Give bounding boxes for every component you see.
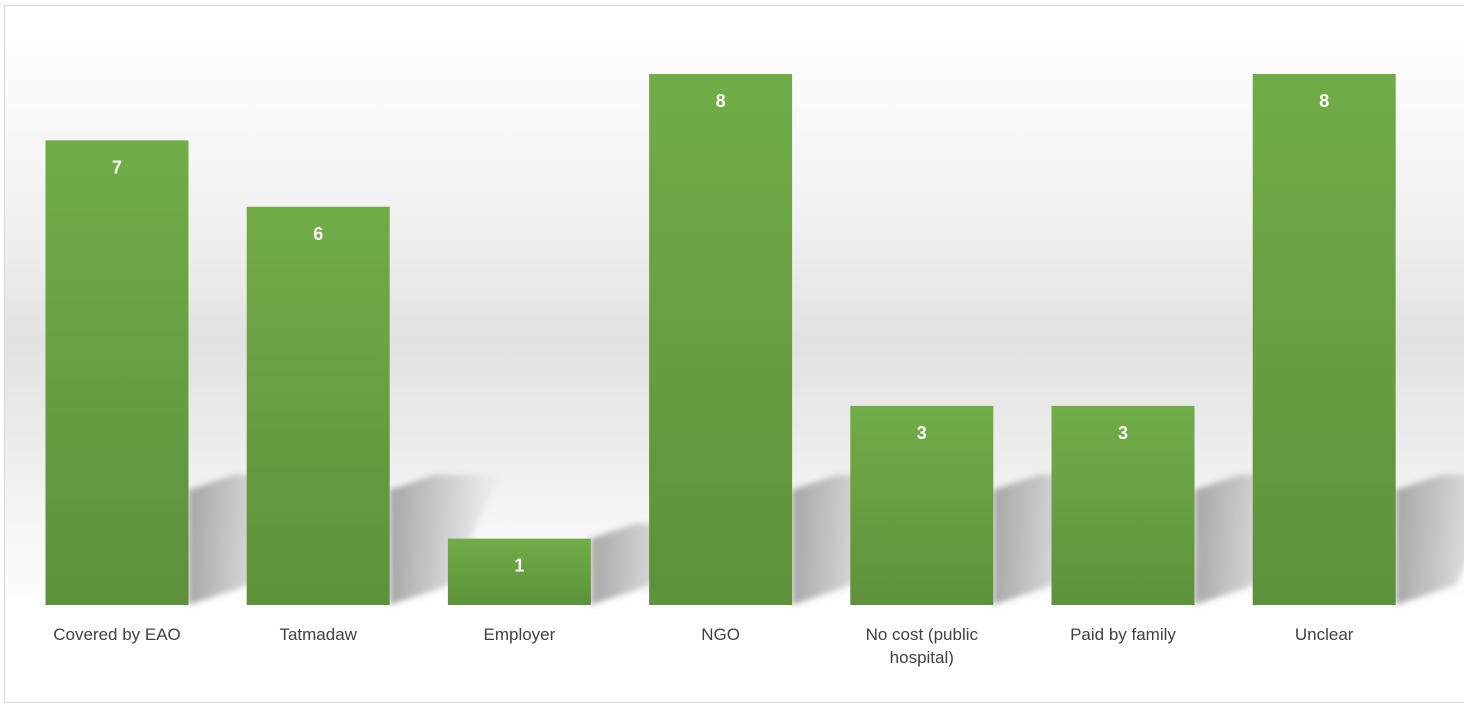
bar-shadow xyxy=(389,475,500,605)
bar xyxy=(246,206,390,605)
bar-shadow xyxy=(1395,475,1464,605)
category-label: No cost (public hospital) xyxy=(866,625,979,667)
category-label: Paid by family xyxy=(1070,625,1176,644)
bar-value-label: 1 xyxy=(514,556,524,576)
bar-value-label: 6 xyxy=(313,224,323,244)
bar-value-label: 8 xyxy=(1319,91,1329,111)
bar xyxy=(447,538,591,605)
bar-value-label: 7 xyxy=(112,157,122,177)
category-label: NGO xyxy=(701,625,740,644)
category-label: Employer xyxy=(483,625,555,644)
bar-value-label: 3 xyxy=(917,423,927,443)
bar xyxy=(649,74,793,605)
bar xyxy=(45,140,189,605)
category-label: Unclear xyxy=(1295,625,1354,644)
category-labels: Covered by EAO Tatmadaw Employer NGO No cost… xyxy=(53,625,1354,667)
category-label: Tatmadaw xyxy=(279,625,357,644)
bar xyxy=(850,405,994,605)
bar xyxy=(1252,74,1396,605)
category-label: Covered by EAO xyxy=(53,625,181,644)
bar-value-label: 8 xyxy=(716,91,726,111)
bar-value-label: 3 xyxy=(1118,423,1128,443)
bar xyxy=(1051,405,1195,605)
bars: 7 6 1 8 3 3 8 xyxy=(45,74,1396,605)
